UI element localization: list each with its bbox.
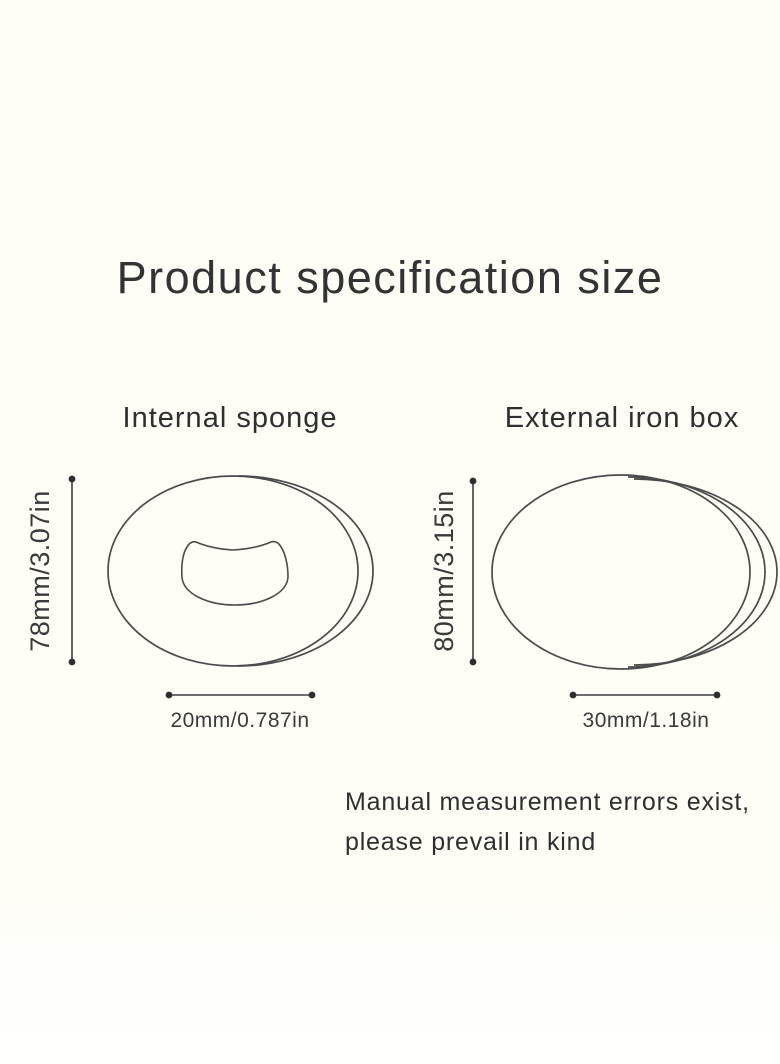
external-iron-box-label: External iron box (504, 402, 740, 434)
disclaimer-line-2: please prevail in kind (345, 828, 597, 856)
iron-box-oval-middle-outline (627, 476, 766, 668)
iron-box-oval-outer-outline (633, 478, 778, 666)
internal-width-dimension-label: 20mm/0.787in (170, 709, 309, 732)
external-iron-box-drawing: 80mm/3.15in 30mm/1.18in (429, 474, 778, 732)
iron-box-oval-outline (491, 474, 751, 670)
cat-face-cutout (180, 540, 289, 606)
internal-width-dimension: 20mm/0.787in (165, 691, 316, 732)
sponge-oval-outline (107, 475, 359, 667)
page-title: Product specification size (116, 252, 664, 303)
internal-sponge-drawing: 78mm/3.07in 20mm/0.787in (25, 475, 374, 732)
specification-drawing: 78mm/3.07in 20mm/0.787in 80mm/3.15in (25, 474, 778, 732)
sponge-oval-side-outline (237, 475, 374, 667)
disclaimer-line-1: Manual measurement errors exist, (345, 788, 750, 816)
external-height-dimension-label: 80mm/3.15in (429, 490, 459, 652)
disclaimer-note: Manual measurement errors exist, please … (345, 782, 750, 862)
internal-height-dimension-label: 78mm/3.07in (25, 490, 55, 652)
internal-height-dimension: 78mm/3.07in (25, 475, 76, 666)
external-width-dimension-label: 30mm/1.18in (583, 709, 710, 732)
external-width-dimension: 30mm/1.18in (569, 691, 721, 732)
internal-sponge-label: Internal sponge (122, 402, 338, 434)
external-height-dimension: 80mm/3.15in (429, 477, 477, 666)
